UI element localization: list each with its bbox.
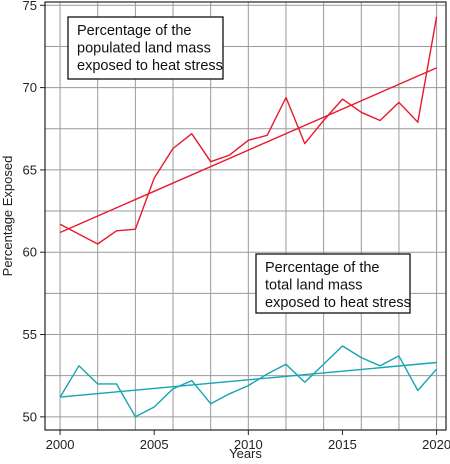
annotation-text: populated land mass [77, 41, 211, 57]
series-line-1 [59, 16, 438, 245]
trend-line-2 [59, 361, 437, 398]
series-layer [59, 16, 438, 418]
annotation-box-2 [255, 253, 411, 314]
series-line-2 [59, 345, 438, 418]
x-tick-label: 2015 [328, 437, 357, 452]
annotation-text: total land mass [265, 278, 363, 294]
y-axis-title: Percentage Exposed [0, 156, 15, 277]
axis-ticks: 2000 2005 2010 2015 2020 50 55 60 65 70 75 [23, 0, 450, 452]
plot-frame [44, 1, 447, 431]
annotation-text: exposed to heat stress [77, 58, 223, 74]
y-tick-label: 75 [23, 0, 37, 13]
y-tick-label: 65 [23, 162, 37, 177]
trend-line-1 [59, 67, 437, 234]
y-tick-label: 55 [23, 327, 37, 342]
x-axis-title: Years [229, 446, 262, 461]
annotation-text: Percentage of the [77, 23, 191, 39]
x-tick-label: 2005 [140, 437, 169, 452]
y-tick-label: 60 [23, 245, 37, 260]
y-tick-label: 50 [23, 409, 37, 424]
x-tick-label: 2000 [46, 437, 75, 452]
y-tick-label: 70 [23, 80, 37, 95]
annotation-text: Percentage of the [265, 260, 379, 276]
x-tick-label: 2010 [234, 437, 263, 452]
x-tick-label: 2020 [422, 437, 450, 452]
annotation-box-1 [67, 16, 224, 80]
annotation-text: exposed to heat stress [265, 295, 411, 311]
